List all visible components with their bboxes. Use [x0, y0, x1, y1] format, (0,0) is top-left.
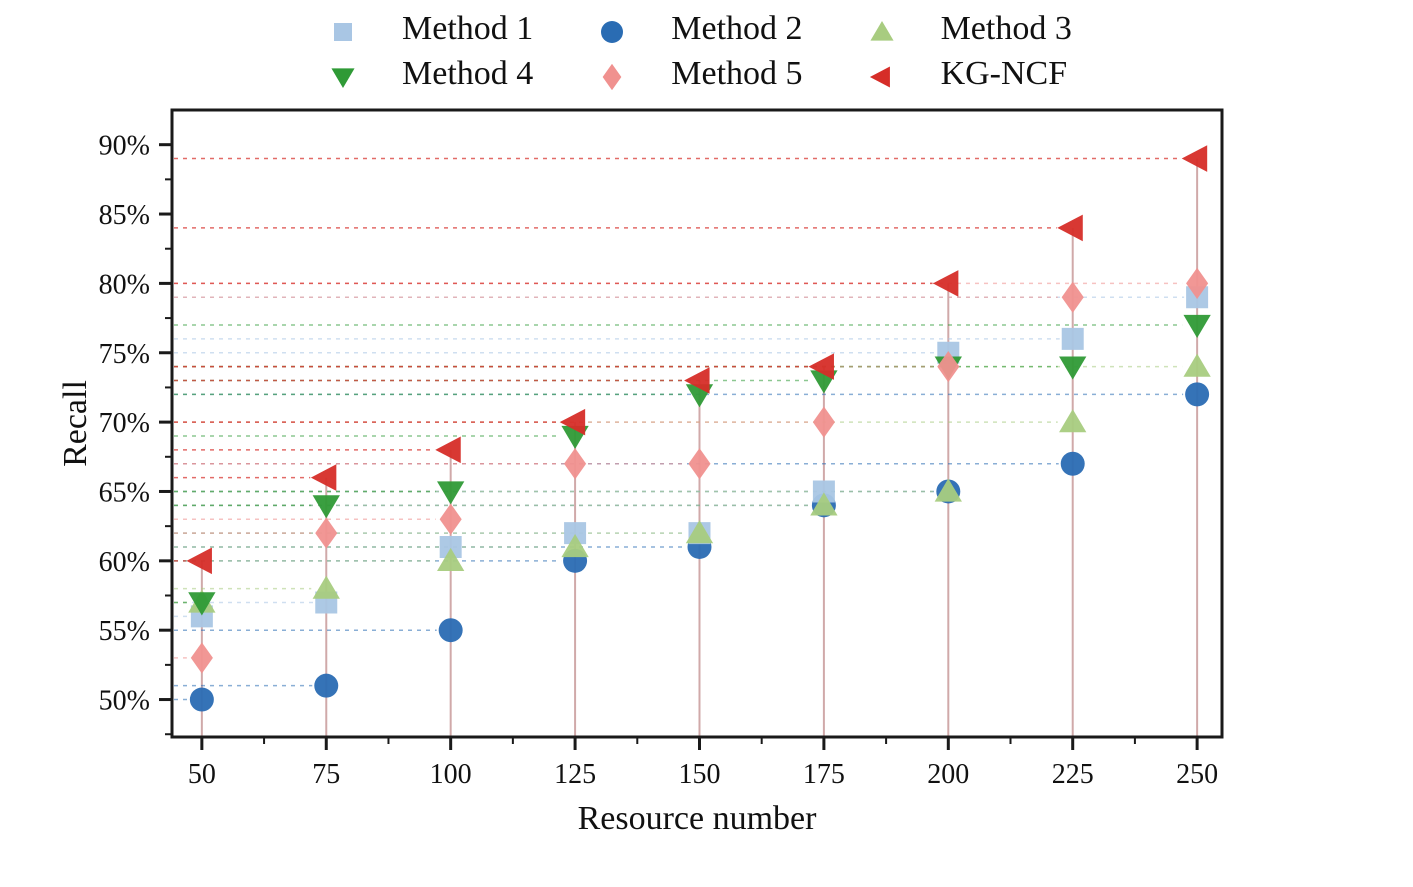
data-point-method-1 — [812, 480, 835, 503]
y-tick-label: 70% — [99, 408, 150, 439]
data-point-method-2 — [1060, 451, 1085, 476]
y-tick-label: 85% — [99, 200, 150, 231]
data-point-kg-ncf — [808, 353, 834, 380]
y-tick-label: 50% — [99, 686, 150, 717]
data-point-method-5 — [1061, 281, 1084, 313]
data-point-kg-ncf — [1057, 214, 1083, 242]
data-point-kg-ncf — [1181, 145, 1208, 172]
legend-item-method-2: Method 2 — [599, 10, 803, 47]
data-point-method-5 — [190, 642, 213, 674]
y-tick-label: 75% — [99, 339, 150, 370]
data-point-method-5 — [688, 448, 711, 480]
series-method-3 — [188, 353, 1211, 613]
stem-lines — [200, 158, 1199, 736]
data-point-method-2 — [314, 673, 339, 698]
data-point-method-1 — [564, 522, 587, 545]
legend-label-method-1: Method 1 — [402, 10, 534, 47]
x-axis-title: Resource number — [578, 800, 818, 837]
y-tick-label: 90% — [99, 131, 150, 162]
data-point-method-5 — [1186, 267, 1209, 299]
x-tick-label: 100 — [430, 759, 472, 790]
data-point-method-2 — [189, 687, 214, 712]
method-1-square-icon — [330, 16, 356, 42]
method-4-triangle-down-icon — [330, 61, 356, 89]
legend-item-method-4: Method 4 — [330, 55, 533, 92]
y-tick-label: 65% — [99, 477, 150, 508]
series-method-5 — [190, 267, 1209, 674]
y-tick-label: 80% — [99, 269, 150, 300]
kg-ncf-triangle-left-icon — [869, 61, 895, 88]
data-point-method-3 — [934, 478, 962, 502]
x-tick-label: 50 — [188, 759, 216, 790]
data-point-method-4 — [437, 481, 465, 505]
y-tick-label: 55% — [99, 616, 150, 647]
data-point-method-3 — [685, 520, 714, 544]
chart-legend: Method 1 Method 2 Method 3 Method 4 Meth… — [330, 10, 1072, 93]
data-point-method-5 — [812, 406, 835, 438]
legend-item-kg-ncf: KG-NCF — [869, 55, 1072, 92]
data-point-kg-ncf — [435, 436, 461, 464]
x-tick-label: 250 — [1176, 759, 1218, 790]
data-point-kg-ncf — [310, 464, 337, 491]
data-point-kg-ncf — [186, 547, 212, 575]
data-point-kg-ncf — [932, 270, 959, 297]
data-point-method-2 — [438, 618, 463, 643]
method-3-triangle-up-icon — [869, 16, 895, 42]
x-tick-label: 175 — [803, 759, 845, 790]
y-tick-label: 60% — [99, 547, 150, 578]
legend-item-method-3: Method 3 — [869, 10, 1072, 47]
legend-label-method-3: Method 3 — [940, 10, 1072, 47]
x-tick-label: 75 — [312, 759, 340, 790]
data-point-method-3 — [312, 575, 340, 599]
data-point-method-4 — [312, 495, 340, 519]
data-point-kg-ncf — [559, 408, 586, 436]
legend-label-method-2: Method 2 — [671, 10, 803, 47]
x-tick-label: 225 — [1052, 759, 1094, 790]
series-kg-ncf — [186, 145, 1208, 575]
data-point-method-4 — [1183, 314, 1211, 339]
data-point-method-1 — [439, 535, 462, 558]
data-point-method-5 — [315, 517, 338, 549]
data-point-method-2 — [1185, 382, 1210, 407]
x-tick-label: 125 — [554, 759, 596, 790]
y-axis-title: Recall — [57, 380, 94, 467]
x-tick-label: 200 — [927, 759, 969, 790]
x-tick-label: 150 — [678, 759, 720, 790]
legend-label-method-5: Method 5 — [671, 55, 803, 93]
method-2-circle-icon — [599, 16, 625, 43]
data-point-kg-ncf — [684, 367, 710, 394]
data-point-method-5 — [937, 351, 960, 383]
data-point-method-5 — [564, 448, 587, 480]
data-point-method-3 — [437, 547, 465, 571]
data-point-method-3 — [810, 492, 838, 516]
data-point-method-5 — [439, 503, 462, 535]
legend-item-method-1: Method 1 — [330, 10, 533, 47]
axes: 50% 55% 60% 65% 70% 75% 80% 85% 90% 50 75 100 125 150… — [57, 108, 1224, 837]
legend-label-kg-ncf: KG-NCF — [940, 55, 1068, 93]
data-point-method-3 — [561, 533, 589, 558]
leader-lines — [174, 157, 1185, 701]
data-point-method-3 — [1059, 409, 1087, 433]
legend-label-method-4: Method 4 — [402, 55, 534, 93]
data-point-method-4 — [1059, 356, 1087, 380]
method-5-diamond-icon — [599, 61, 625, 91]
data-point-method-3 — [1183, 353, 1211, 377]
data-point-method-4 — [188, 592, 216, 616]
data-point-method-1 — [1061, 327, 1084, 350]
legend-item-method-5: Method 5 — [599, 55, 803, 93]
